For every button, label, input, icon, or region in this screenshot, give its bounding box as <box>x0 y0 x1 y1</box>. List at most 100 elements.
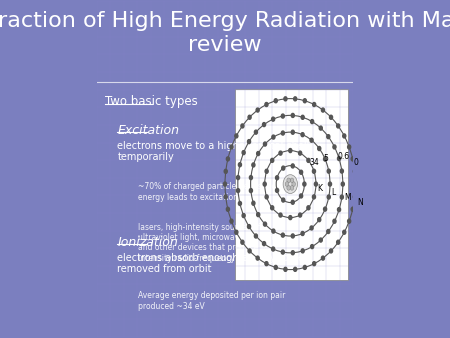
Circle shape <box>281 250 284 254</box>
Circle shape <box>265 169 268 173</box>
Circle shape <box>300 194 303 198</box>
Circle shape <box>353 195 356 199</box>
Circle shape <box>337 240 340 244</box>
Text: Excitation: Excitation <box>117 124 180 137</box>
Circle shape <box>265 262 268 266</box>
Circle shape <box>338 156 341 161</box>
Circle shape <box>310 245 314 249</box>
Circle shape <box>248 140 251 144</box>
Circle shape <box>329 249 333 253</box>
FancyBboxPatch shape <box>235 89 348 280</box>
Circle shape <box>284 267 287 271</box>
Circle shape <box>256 256 259 260</box>
Circle shape <box>292 182 296 187</box>
Circle shape <box>337 124 340 128</box>
Circle shape <box>319 126 322 130</box>
Circle shape <box>282 198 285 202</box>
Circle shape <box>279 213 282 217</box>
Circle shape <box>291 114 294 117</box>
Circle shape <box>340 195 343 199</box>
Circle shape <box>274 265 277 269</box>
Text: 0.6: 0.6 <box>337 152 349 161</box>
Circle shape <box>347 145 351 149</box>
Circle shape <box>351 157 354 161</box>
Circle shape <box>275 176 279 180</box>
Circle shape <box>294 97 297 101</box>
Circle shape <box>254 130 257 134</box>
Circle shape <box>301 249 304 253</box>
Circle shape <box>321 108 324 112</box>
Text: L: L <box>331 188 336 197</box>
Circle shape <box>313 102 316 106</box>
Circle shape <box>256 108 259 112</box>
Circle shape <box>275 188 279 192</box>
Circle shape <box>270 159 274 162</box>
Text: Interaction of High Energy Radiation with Matter
review: Interaction of High Energy Radiation wit… <box>0 11 450 55</box>
Circle shape <box>315 182 317 186</box>
Circle shape <box>310 120 314 124</box>
Text: K: K <box>317 184 322 193</box>
Circle shape <box>329 115 333 119</box>
Text: lasers, high-intensity sources of
ultraviolet light, microwave transmitters
and : lasers, high-intensity sources of ultrav… <box>138 223 294 263</box>
Circle shape <box>333 219 336 223</box>
Circle shape <box>289 216 292 220</box>
Circle shape <box>313 262 316 266</box>
Circle shape <box>310 138 313 142</box>
Circle shape <box>252 201 255 205</box>
Circle shape <box>333 145 336 149</box>
Circle shape <box>249 189 252 193</box>
Circle shape <box>263 182 266 186</box>
Circle shape <box>237 175 239 179</box>
Circle shape <box>279 151 282 155</box>
Circle shape <box>272 135 275 139</box>
Circle shape <box>312 169 315 173</box>
Circle shape <box>272 229 275 233</box>
Circle shape <box>265 102 268 106</box>
Circle shape <box>347 219 351 223</box>
Circle shape <box>270 206 274 210</box>
Circle shape <box>310 226 313 230</box>
Circle shape <box>291 234 294 238</box>
Circle shape <box>294 267 297 271</box>
Circle shape <box>241 240 244 244</box>
Circle shape <box>338 208 341 212</box>
Circle shape <box>291 251 294 255</box>
Circle shape <box>237 189 239 193</box>
Circle shape <box>262 242 265 246</box>
Circle shape <box>327 230 330 234</box>
Text: Two basic types: Two basic types <box>105 95 198 108</box>
Circle shape <box>224 195 227 199</box>
Circle shape <box>265 195 268 199</box>
Circle shape <box>307 206 310 210</box>
Circle shape <box>287 178 290 183</box>
Text: Average energy deposited per ion pair
produced ~34 eV: Average energy deposited per ion pair pr… <box>138 291 285 311</box>
Circle shape <box>282 166 285 170</box>
Circle shape <box>289 149 292 152</box>
Circle shape <box>327 169 330 173</box>
Circle shape <box>298 151 302 155</box>
Circle shape <box>242 214 245 218</box>
Circle shape <box>327 195 330 199</box>
Circle shape <box>298 213 302 217</box>
Circle shape <box>283 175 297 193</box>
Circle shape <box>226 157 230 161</box>
Circle shape <box>328 182 332 186</box>
Text: 0: 0 <box>353 158 358 167</box>
Circle shape <box>307 159 310 162</box>
Circle shape <box>291 200 294 204</box>
Circle shape <box>226 207 230 211</box>
Circle shape <box>249 175 252 179</box>
Circle shape <box>341 182 344 186</box>
Text: 34: 34 <box>310 158 320 167</box>
Circle shape <box>324 207 327 211</box>
Circle shape <box>235 230 238 234</box>
Circle shape <box>301 132 304 137</box>
Circle shape <box>340 169 343 173</box>
Circle shape <box>256 213 260 217</box>
Circle shape <box>303 265 306 269</box>
Circle shape <box>290 186 294 190</box>
Text: 5: 5 <box>323 154 328 163</box>
Circle shape <box>248 249 251 253</box>
Circle shape <box>274 99 277 103</box>
Circle shape <box>224 182 226 186</box>
